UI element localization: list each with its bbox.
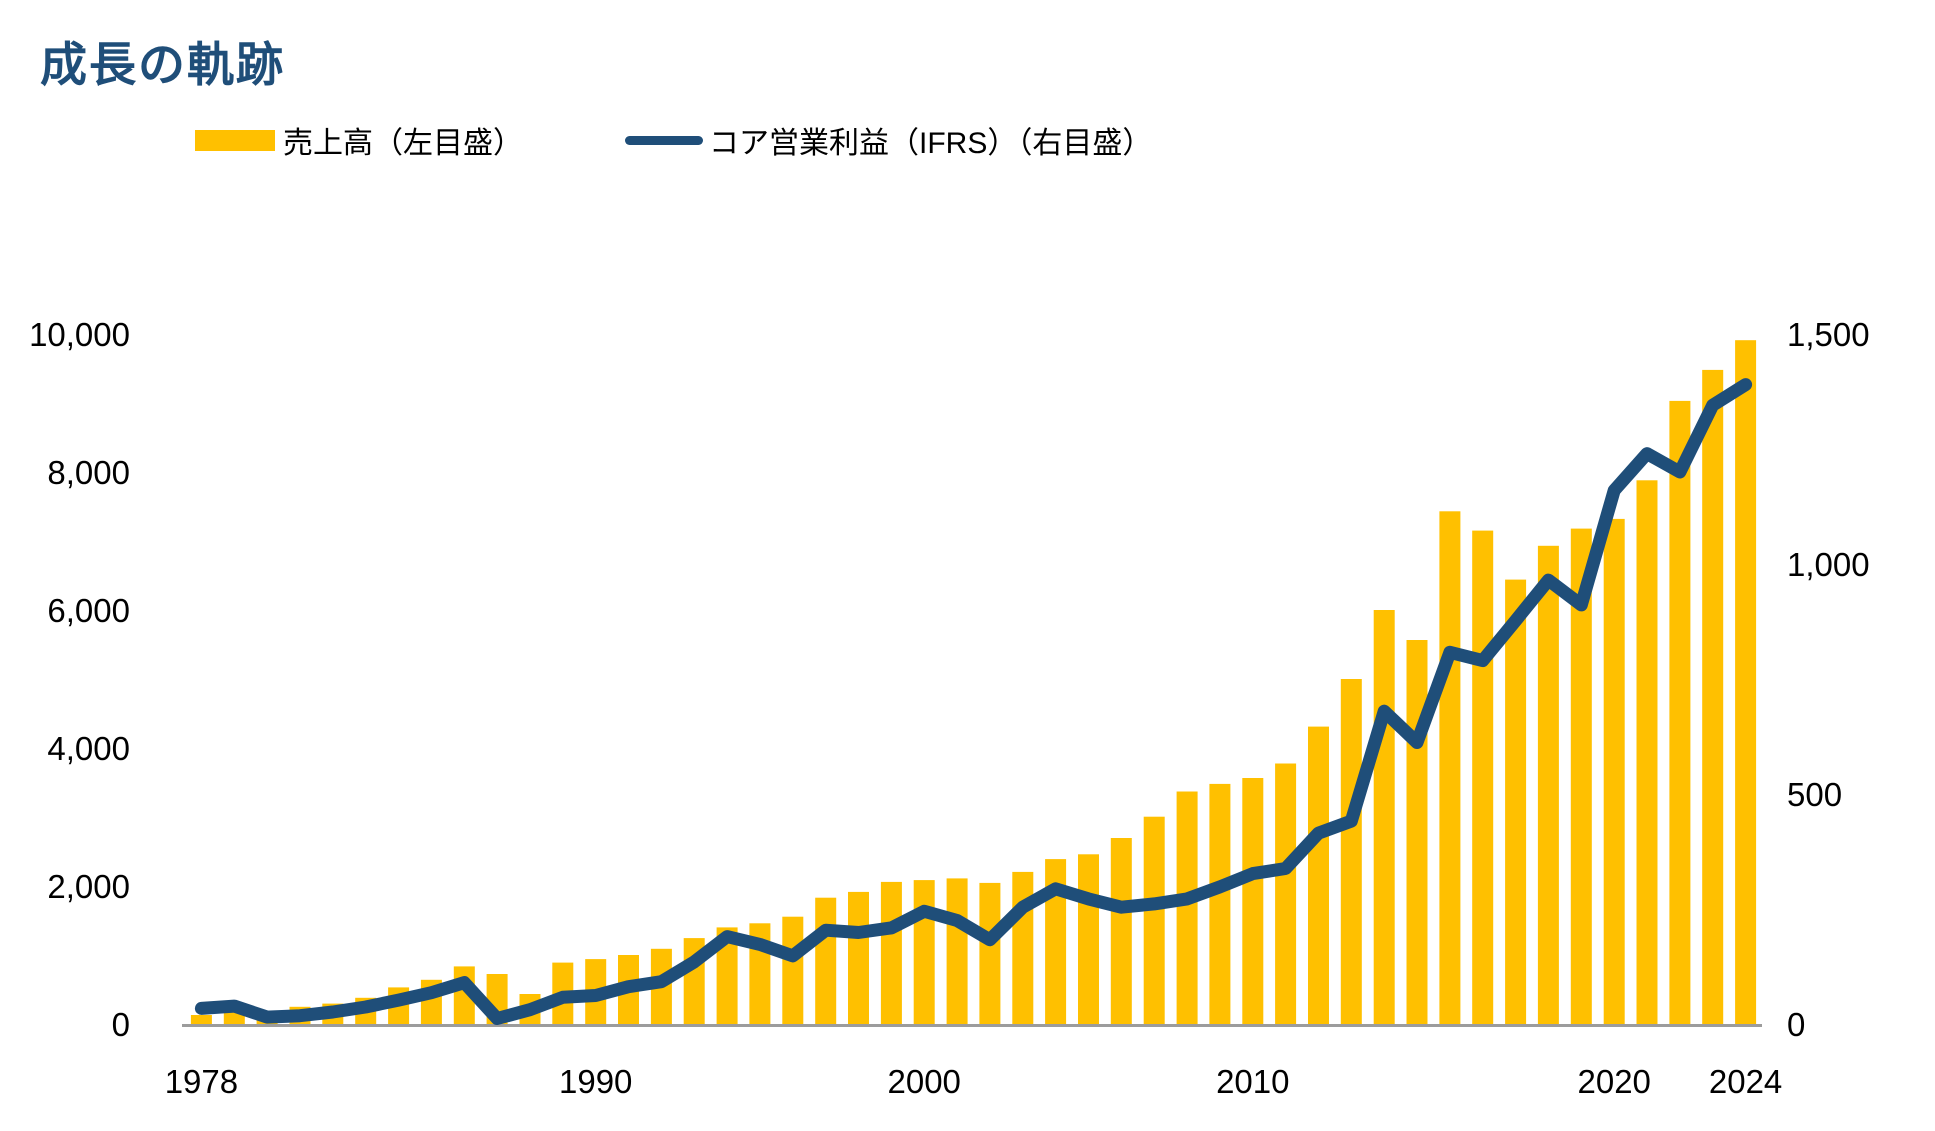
legend-sales-label: 売上高（左目盛） [283, 127, 523, 160]
sales-bar-2016 [1472, 530, 1494, 1024]
sales-bar-1999 [880, 881, 902, 1024]
sales-bar-2000 [913, 880, 935, 1024]
left-axis-label-2000: 2,000 [47, 868, 130, 905]
left-axis-label-4000: 4,000 [47, 730, 130, 767]
x-axis-label-2010: 2010 [1216, 1063, 1289, 1100]
sales-bar-2015 [1406, 640, 1428, 1024]
sales-bar-1997 [815, 897, 837, 1024]
sales-bar-2001 [946, 878, 968, 1024]
sales-bar-2011 [1275, 763, 1297, 1024]
sales-bar-2003 [1012, 871, 1034, 1024]
legend-item-core-operating-profit: コア営業利益（IFRS）（右目盛） [625, 118, 1152, 162]
legend-item-sales: 売上高（左目盛） [195, 118, 523, 162]
sales-bar-2008 [1176, 791, 1198, 1024]
right-axis-label-1500: 1,500 [1787, 316, 1870, 353]
sales-bar-2021 [1636, 480, 1658, 1024]
sales-bar-2004 [1045, 859, 1067, 1024]
sales-bar-extra [1439, 511, 1461, 1024]
sales-bar-2019 [1570, 528, 1592, 1024]
sales-bar-2006 [1110, 838, 1132, 1024]
sales-bar-2002 [979, 882, 1001, 1024]
sales-bar-2014 [1373, 610, 1395, 1024]
left-axis-label-0: 0 [112, 1006, 130, 1043]
sales-bar-2020 [1603, 518, 1625, 1024]
sales-bar-2012 [1308, 726, 1329, 1024]
right-axis-label-500: 500 [1787, 776, 1842, 813]
x-axis-label-2024: 2024 [1709, 1063, 1782, 1100]
right-axis-label-0: 0 [1787, 1006, 1805, 1043]
sales-bar-2013 [1340, 679, 1362, 1024]
x-axis-label-2020: 2020 [1577, 1063, 1650, 1100]
x-axis-label-1978: 1978 [165, 1063, 238, 1100]
left-axis-label-6000: 6,000 [47, 592, 130, 629]
left-axis-label-10000: 10,000 [29, 316, 130, 353]
profit-line-swatch-icon [625, 135, 703, 145]
sales-bar-2018 [1537, 545, 1559, 1024]
sales-bar-2010 [1242, 778, 1264, 1024]
sales-bar-2024 [1735, 340, 1757, 1024]
legend-profit-label: コア営業利益（IFRS）（右目盛） [709, 127, 1153, 160]
sales-bar-2017 [1505, 579, 1527, 1024]
sales-bar-2005 [1078, 854, 1099, 1024]
chart-legend: 売上高（左目盛） コア営業利益（IFRS）（右目盛） [0, 118, 1935, 164]
x-axis-label-2000: 2000 [887, 1063, 960, 1100]
sales-bar-2022 [1669, 400, 1691, 1024]
sales-bar-1998 [848, 891, 869, 1024]
sales-bar-2007 [1143, 816, 1165, 1024]
core-operating-profit-line [194, 378, 1753, 1025]
sales-bar-1996 [782, 916, 804, 1024]
sales-bar-2009 [1209, 783, 1231, 1024]
sales-bar-1994 [716, 927, 738, 1024]
right-axis-label-1000: 1,000 [1787, 546, 1870, 583]
x-axis-label-1990: 1990 [559, 1063, 632, 1100]
sales-bar-2023 [1702, 369, 1724, 1024]
sales-bar-1978 [190, 1015, 212, 1024]
page-title: 成長の軌跡 [40, 38, 285, 91]
sales-bar-swatch-icon [195, 129, 275, 151]
left-axis-label-8000: 8,000 [47, 454, 130, 491]
